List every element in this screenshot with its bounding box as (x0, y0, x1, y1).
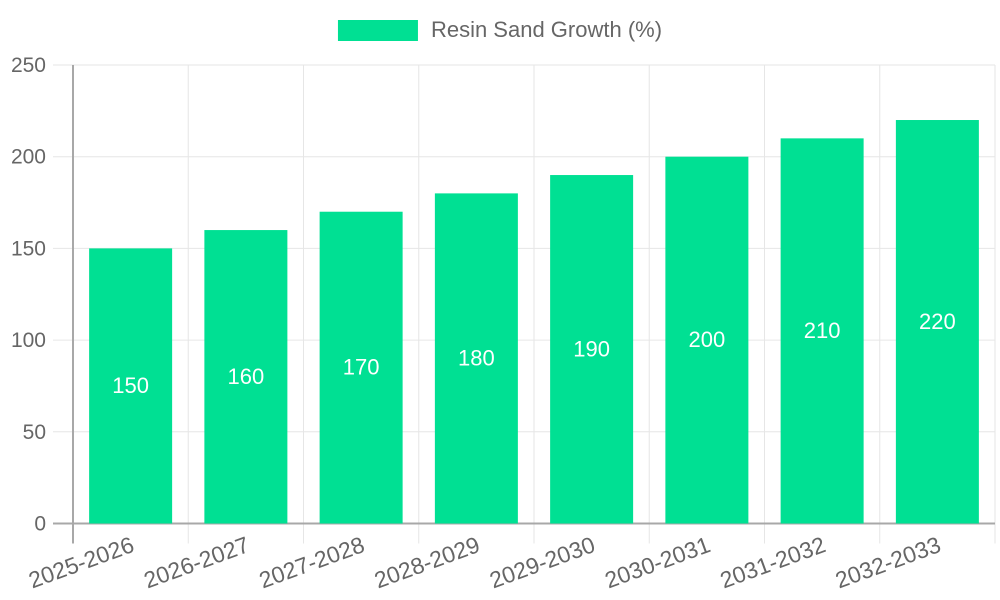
x-axis-category-label: 2028-2029 (371, 531, 483, 593)
bar-value-label: 220 (919, 309, 956, 334)
x-axis-category-label: 2026-2027 (140, 531, 252, 593)
bar[interactable] (895, 120, 979, 524)
y-axis-tick-label: 50 (23, 421, 46, 444)
x-axis-category-label: 2027-2028 (256, 531, 368, 593)
bar[interactable] (434, 193, 518, 524)
x-axis-category-label: 2030-2031 (601, 531, 713, 593)
y-axis-tick-label: 250 (11, 54, 46, 77)
bar[interactable] (319, 211, 403, 524)
x-axis-category-label: 2031-2032 (717, 531, 829, 593)
bar[interactable] (780, 138, 864, 524)
x-axis-category-label: 2029-2030 (486, 531, 598, 593)
bar[interactable] (204, 230, 288, 524)
y-axis-tick-label: 0 (34, 513, 46, 536)
x-axis-category-label: 2032-2033 (832, 531, 944, 593)
x-axis-category-label: 2025-2026 (25, 531, 137, 593)
bar-value-label: 190 (573, 336, 610, 361)
bar-value-label: 150 (112, 373, 149, 398)
bar[interactable] (550, 175, 634, 524)
y-axis-tick-label: 100 (11, 329, 46, 352)
bar-value-label: 160 (228, 364, 265, 389)
y-axis-tick-label: 200 (11, 146, 46, 169)
legend-label: Resin Sand Growth (%) (430, 17, 663, 42)
bar-value-label: 170 (343, 355, 380, 380)
y-axis-tick-label: 150 (11, 237, 46, 260)
bar[interactable] (89, 248, 173, 524)
legend-marker-swatch (337, 19, 418, 41)
bar[interactable] (665, 156, 749, 524)
legend-item[interactable]: Resin Sand Growth (%) (337, 17, 663, 43)
bar-value-label: 200 (689, 327, 726, 352)
bar-value-label: 210 (804, 318, 841, 343)
bar-value-label: 180 (458, 345, 495, 370)
